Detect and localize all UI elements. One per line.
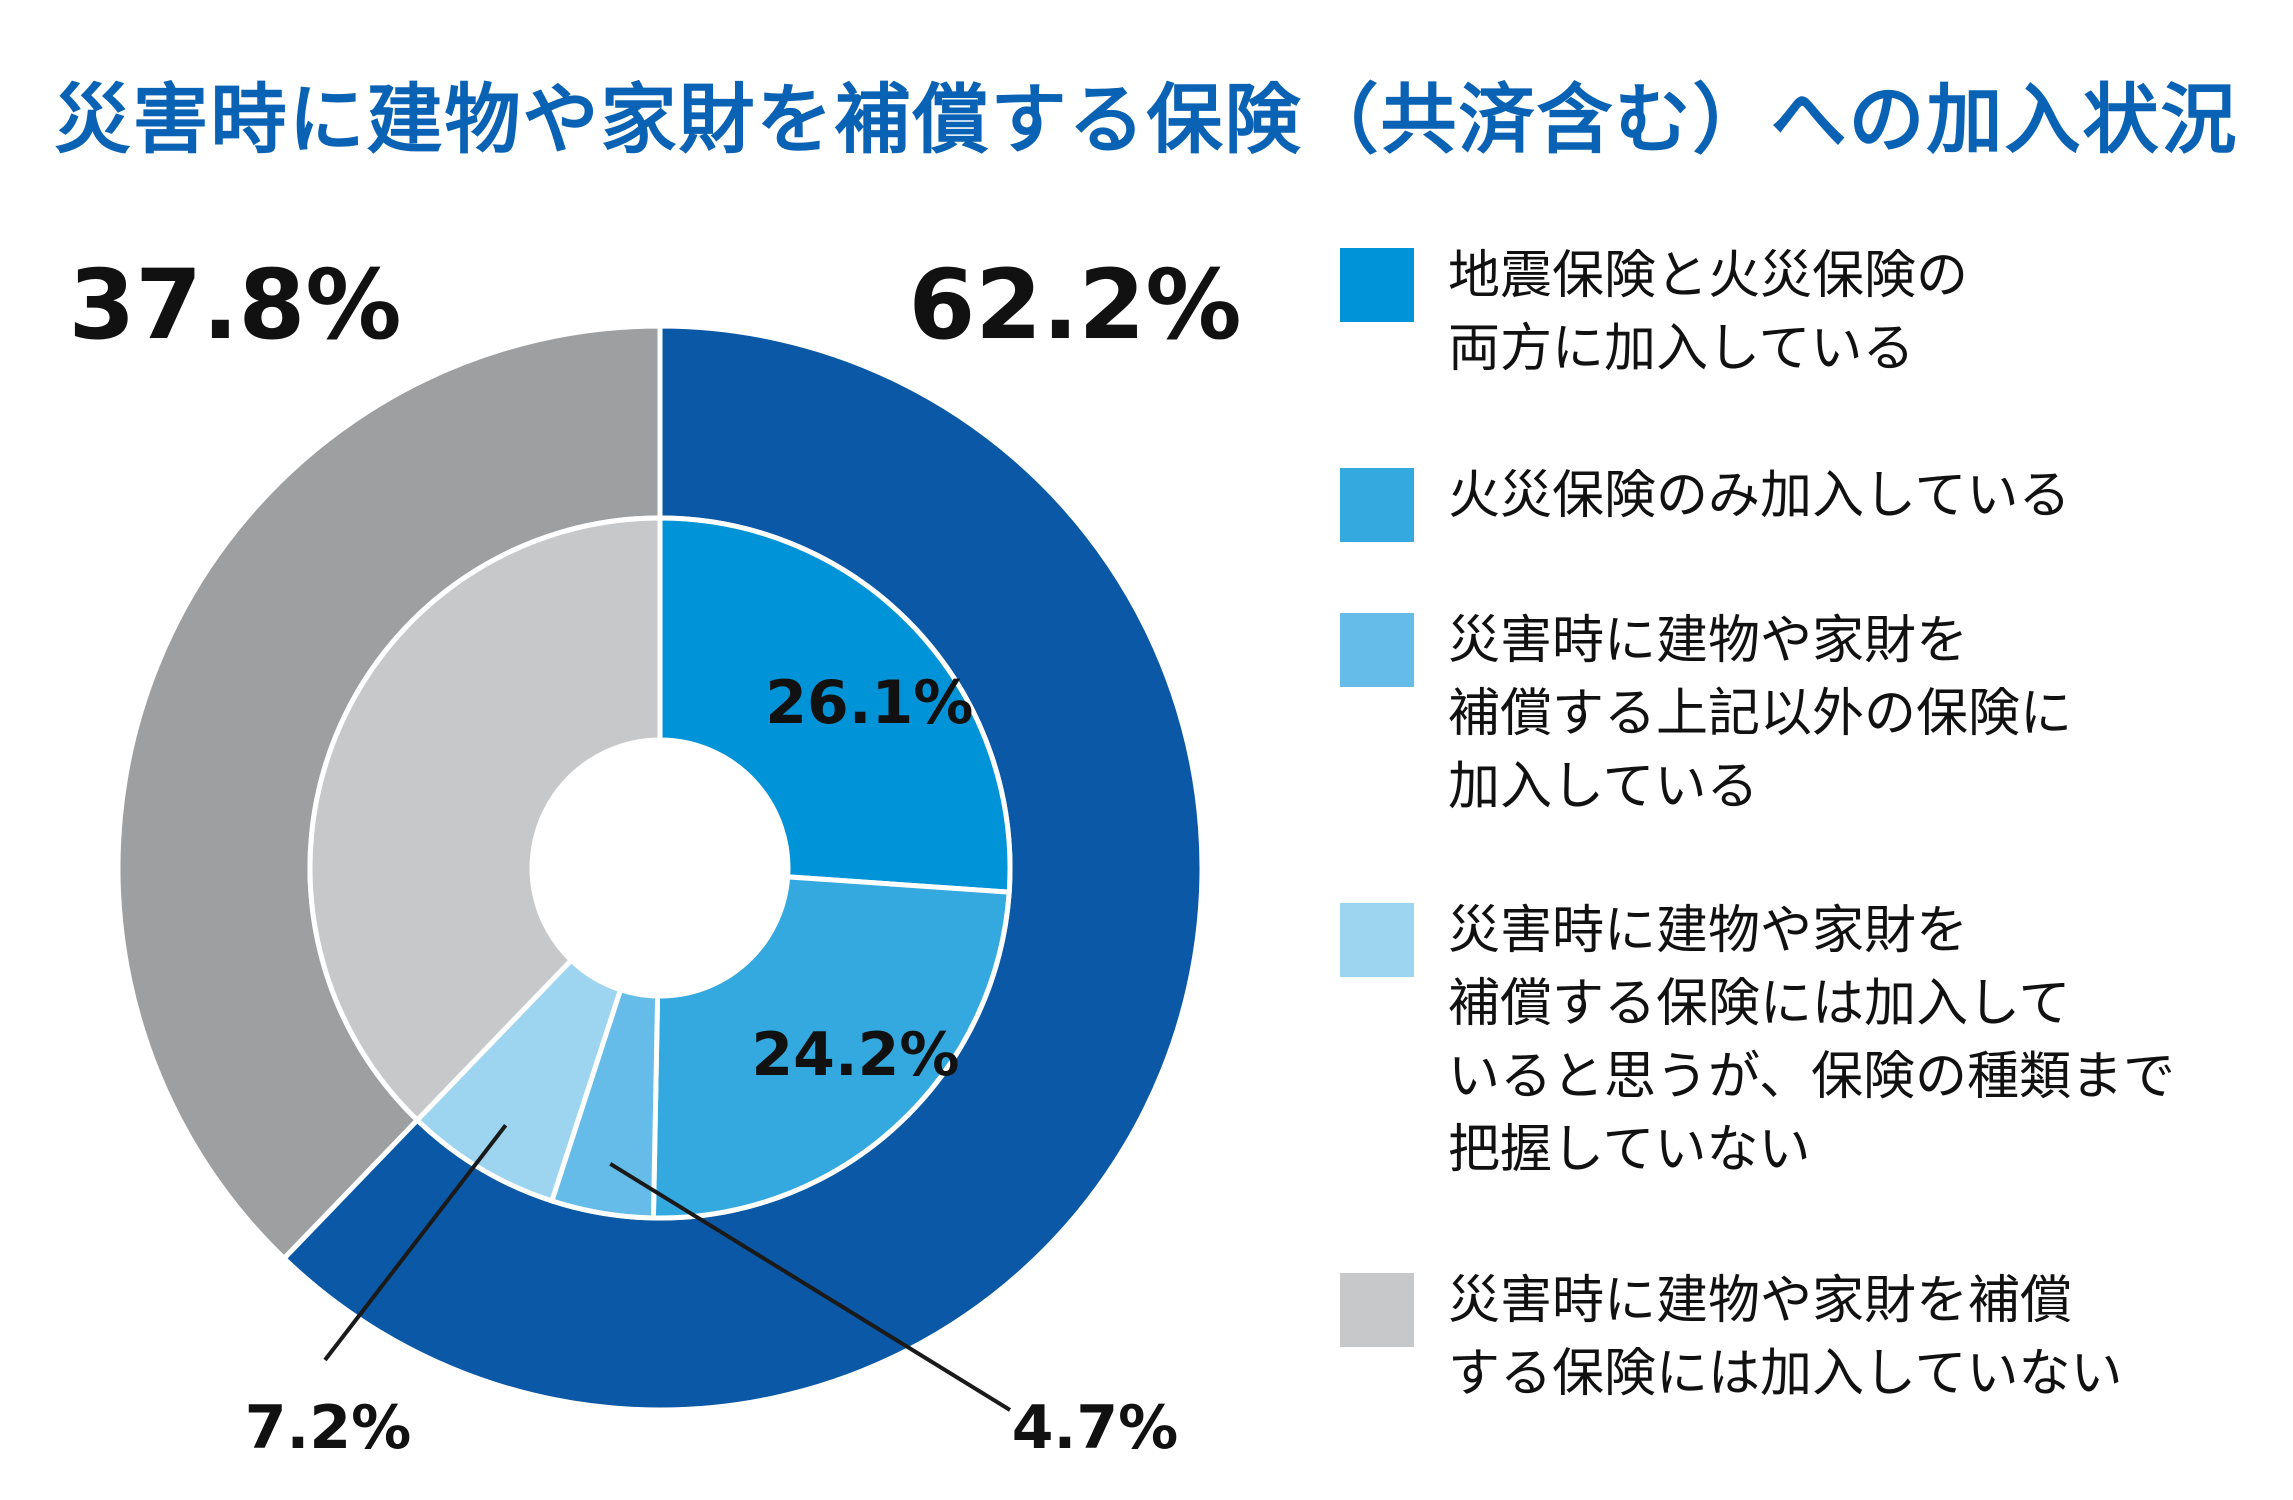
- legend-label: 地震保険と火災保険の 両方に加入している: [1448, 246, 1969, 379]
- legend-swatch: [1340, 903, 1414, 977]
- legend-swatch: [1340, 248, 1414, 322]
- inner-slice: [650, 874, 1012, 1221]
- legend-label: 災害時に建物や家財を 補償する保険には加入して いると思うが、保険の種類まで 把…: [1448, 901, 2175, 1180]
- inner-slice: [307, 515, 663, 1124]
- leader-lines: [323, 1124, 1012, 1412]
- leader-line: [323, 1124, 508, 1362]
- data-label-outer: 37.8%: [68, 249, 401, 361]
- legend-swatch: [1340, 613, 1414, 687]
- leader-line: [609, 1162, 1012, 1412]
- inner-slice: [657, 515, 1013, 895]
- outer-ring: [115, 323, 1205, 1413]
- data-labels: 62.2% 37.8% 26.1% 24.2% 4.7% 7.2%: [68, 249, 1241, 1463]
- inner-ring: [307, 515, 1013, 1221]
- donut-chart: 62.2% 37.8% 26.1% 24.2% 4.7% 7.2%: [68, 249, 1241, 1463]
- data-label-outer: 62.2%: [908, 249, 1241, 361]
- data-label-inner: 4.7%: [1012, 1393, 1178, 1463]
- chart-title: 災害時に建物や家財を補償する保険（共済含む）への加入状況: [54, 75, 2239, 164]
- data-label-inner: 24.2%: [751, 1020, 959, 1090]
- legend-label: 火災保険のみ加入している: [1448, 466, 2071, 526]
- data-label-inner: 7.2%: [245, 1393, 411, 1463]
- legend-label: 災害時に建物や家財を補償 する保険には加入していない: [1448, 1271, 2123, 1404]
- legend-swatch: [1340, 1273, 1414, 1347]
- legend-label: 災害時に建物や家財を 補償する上記以外の保険に 加入している: [1448, 611, 2073, 817]
- legend-swatch: [1340, 468, 1414, 542]
- data-label-inner: 26.1%: [765, 668, 973, 738]
